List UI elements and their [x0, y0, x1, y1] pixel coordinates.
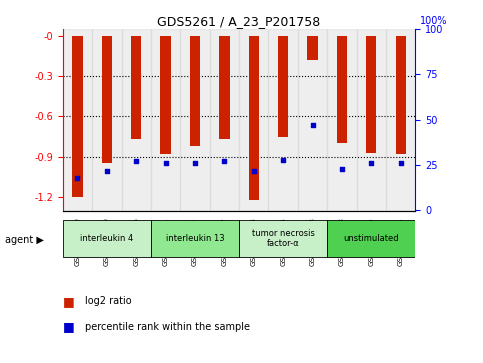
Point	[73, 175, 81, 181]
Bar	[249, 36, 259, 200]
FancyBboxPatch shape	[63, 220, 151, 257]
Point	[132, 159, 140, 164]
FancyBboxPatch shape	[327, 220, 415, 257]
Bar	[307, 36, 318, 60]
Bar	[102, 36, 112, 163]
Point	[309, 122, 316, 128]
Bar	[386, 29, 415, 211]
Point	[338, 166, 346, 172]
Text: ■: ■	[63, 320, 74, 333]
Point	[221, 159, 228, 164]
Point	[191, 160, 199, 166]
Bar	[337, 36, 347, 143]
FancyBboxPatch shape	[151, 220, 239, 257]
Bar	[210, 29, 239, 211]
Text: ■: ■	[63, 295, 74, 308]
Bar	[366, 36, 376, 153]
Bar	[356, 29, 386, 211]
Bar	[72, 36, 83, 197]
FancyBboxPatch shape	[239, 220, 327, 257]
Text: log2 ratio: log2 ratio	[85, 296, 131, 306]
Bar	[122, 29, 151, 211]
Bar	[327, 29, 356, 211]
Bar	[180, 29, 210, 211]
Point	[103, 168, 111, 174]
Bar	[151, 29, 180, 211]
Text: 100%: 100%	[420, 16, 447, 26]
Bar	[63, 29, 92, 211]
Point	[397, 160, 405, 166]
Point	[279, 157, 287, 163]
Text: interleukin 13: interleukin 13	[166, 234, 224, 243]
Bar	[219, 36, 229, 139]
Bar	[239, 29, 269, 211]
Bar	[298, 29, 327, 211]
Text: percentile rank within the sample: percentile rank within the sample	[85, 322, 250, 332]
Bar	[396, 36, 406, 154]
Text: tumor necrosis
factor-α: tumor necrosis factor-α	[252, 229, 314, 248]
Text: interleukin 4: interleukin 4	[80, 234, 133, 243]
Bar	[278, 36, 288, 136]
Point	[368, 160, 375, 166]
Point	[162, 160, 170, 166]
Text: unstimulated: unstimulated	[343, 234, 399, 243]
Bar	[160, 36, 171, 154]
Point	[250, 168, 257, 174]
Text: agent ▶: agent ▶	[5, 234, 43, 245]
Bar	[131, 36, 142, 139]
Title: GDS5261 / A_23_P201758: GDS5261 / A_23_P201758	[157, 15, 321, 28]
Bar	[190, 36, 200, 146]
Bar	[269, 29, 298, 211]
Bar	[92, 29, 122, 211]
